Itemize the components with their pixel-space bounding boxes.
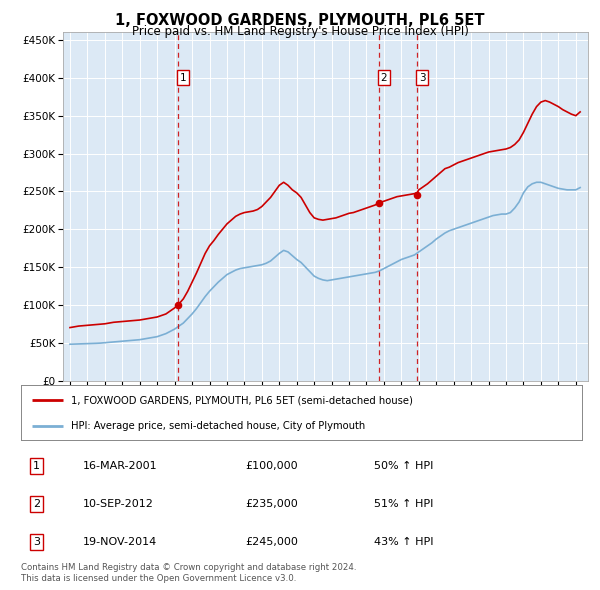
Text: 19-NOV-2014: 19-NOV-2014 xyxy=(83,537,157,546)
Text: 1: 1 xyxy=(180,73,187,83)
Text: £245,000: £245,000 xyxy=(245,537,298,546)
Text: Contains HM Land Registry data © Crown copyright and database right 2024.
This d: Contains HM Land Registry data © Crown c… xyxy=(21,563,356,583)
Text: £235,000: £235,000 xyxy=(245,499,298,509)
Text: 2: 2 xyxy=(33,499,40,509)
Text: 43% ↑ HPI: 43% ↑ HPI xyxy=(374,537,434,546)
Text: 3: 3 xyxy=(419,73,425,83)
Text: 50% ↑ HPI: 50% ↑ HPI xyxy=(374,461,434,471)
Point xyxy=(374,198,383,208)
Text: HPI: Average price, semi-detached house, City of Plymouth: HPI: Average price, semi-detached house,… xyxy=(71,421,366,431)
Text: Price paid vs. HM Land Registry's House Price Index (HPI): Price paid vs. HM Land Registry's House … xyxy=(131,25,469,38)
Text: 3: 3 xyxy=(33,537,40,546)
Text: 1, FOXWOOD GARDENS, PLYMOUTH, PL6 5ET (semi-detached house): 1, FOXWOOD GARDENS, PLYMOUTH, PL6 5ET (s… xyxy=(71,395,413,405)
Text: 1: 1 xyxy=(33,461,40,471)
Text: 16-MAR-2001: 16-MAR-2001 xyxy=(83,461,157,471)
Text: 2: 2 xyxy=(380,73,387,83)
Text: 10-SEP-2012: 10-SEP-2012 xyxy=(83,499,154,509)
Text: 51% ↑ HPI: 51% ↑ HPI xyxy=(374,499,434,509)
Text: 1, FOXWOOD GARDENS, PLYMOUTH, PL6 5ET: 1, FOXWOOD GARDENS, PLYMOUTH, PL6 5ET xyxy=(115,13,485,28)
Point xyxy=(412,191,422,200)
Point xyxy=(173,300,183,310)
Text: £100,000: £100,000 xyxy=(245,461,298,471)
